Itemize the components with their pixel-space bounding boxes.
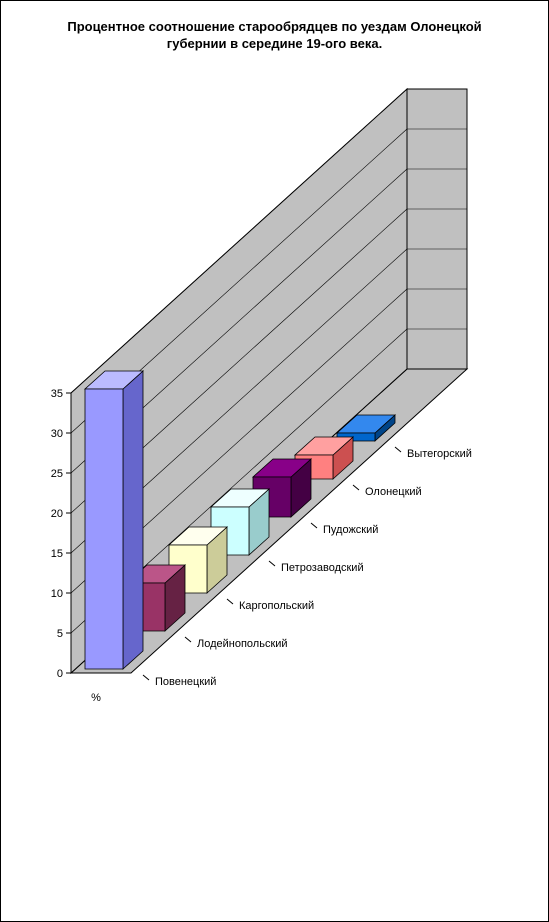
chart-container: Процентное соотношение старообрядцев по …: [0, 0, 549, 922]
ytick-label: 5: [57, 628, 63, 640]
chart-back-wall: [407, 89, 467, 369]
ytick-label: 20: [51, 508, 63, 520]
title-line-1: Процентное соотношение старообрядцев по …: [67, 19, 481, 34]
category-label: Каргопольский: [239, 600, 314, 612]
ytick-label: 10: [51, 588, 63, 600]
bar-chart-3d: 0 5 10 15 20 25 30 35 Вытегорский Олонецкий Пудожс…: [1, 63, 549, 843]
category-label: Олонецкий: [365, 486, 422, 498]
ytick-label: 25: [51, 468, 63, 480]
category-label: Лодейнопольский: [197, 638, 288, 650]
category-label: Петрозаводский: [281, 562, 364, 574]
ytick-label: 30: [51, 428, 63, 440]
ytick-label: 0: [57, 668, 63, 680]
chart-title: Процентное соотношение старообрядцев по …: [1, 1, 548, 63]
x-axis-label: %: [91, 692, 101, 704]
title-line-2: губернии в середине 19-ого века.: [167, 36, 382, 51]
bar-front: [85, 389, 123, 669]
category-label: Вытегорский: [407, 448, 472, 460]
ytick-label: 35: [51, 388, 63, 400]
category-label: Повенецкий: [155, 676, 216, 688]
chart-area: 0 5 10 15 20 25 30 35 Вытегорский Олонецкий Пудожс…: [1, 63, 548, 843]
category-label: Пудожский: [323, 524, 378, 536]
ytick-label: 15: [51, 548, 63, 560]
bar-side: [123, 371, 143, 669]
